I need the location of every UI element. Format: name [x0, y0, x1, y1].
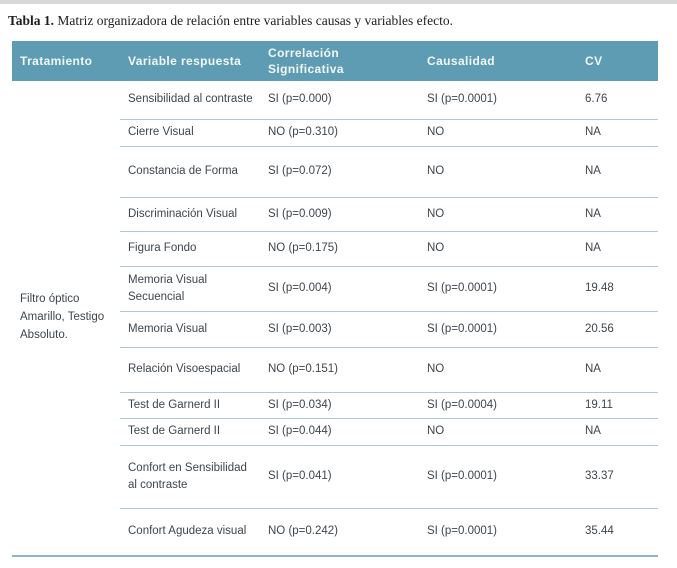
cell-correlacion: SI (p=0.004) — [260, 266, 419, 313]
treatment-cell: Filtro óptico Amarillo, Testigo Absoluto… — [20, 293, 105, 341]
cell-correlacion: SI (p=0.000) — [260, 80, 419, 121]
cell-correlacion: NO (p=0.151) — [260, 347, 419, 394]
header-cv: CV — [577, 40, 658, 81]
cell-variable: Cierre Visual — [120, 119, 260, 148]
cell-cv: 19.11 — [577, 392, 658, 420]
cell-correlacion: SI (p=0.041) — [260, 445, 419, 510]
cell-cv: 19.48 — [577, 266, 658, 313]
cell-causalidad: SI (p=0.0001) — [419, 311, 577, 349]
cell-causalidad: NO — [419, 197, 577, 233]
cell-cv: NA — [577, 197, 658, 233]
cell-variable: Constancia de Forma — [120, 146, 260, 199]
cell-variable: Memoria Visual — [120, 311, 260, 349]
cell-causalidad: SI (p=0.0001) — [419, 266, 577, 313]
cell-correlacion: SI (p=0.044) — [260, 418, 419, 447]
cell-variable: Test de Garnerd II — [120, 418, 260, 447]
cell-cv: NA — [577, 418, 658, 447]
cell-causalidad: NO — [419, 347, 577, 394]
cell-cv: 6.76 — [577, 80, 658, 121]
table-row: Relación Visoespacial NO (p=0.151) NO NA — [12, 347, 658, 394]
cell-variable: Discriminación Visual — [120, 197, 260, 233]
table-row: Figura Fondo NO (p=0.175) NO NA — [12, 231, 658, 268]
cell-cv: NA — [577, 119, 658, 148]
cell-cv: 33.37 — [577, 445, 658, 510]
cell-cv: NA — [577, 347, 658, 394]
cell-cv: 35.44 — [585, 525, 614, 538]
cell-variable: Figura Fondo — [120, 231, 260, 268]
cell-causalidad: NO — [419, 146, 577, 199]
cell-cv: 20.56 — [577, 311, 658, 349]
cell-correlacion: NO (p=0.175) — [260, 231, 419, 268]
header-row: Tratamiento Variable respuesta Correlaci… — [12, 40, 658, 81]
table-row: Confort en Sensibilidad al contraste SI … — [12, 445, 658, 510]
cell-causalidad: SI (p=0.0004) — [419, 392, 577, 420]
cell-variable: Sensibilidad al contraste — [120, 80, 260, 121]
cell-correlacion: SI (p=0.009) — [260, 197, 419, 233]
header-tratamiento: Tratamiento — [12, 40, 120, 81]
cell-causalidad: SI (p=0.0001) — [419, 445, 577, 510]
cell-causalidad: NO — [419, 119, 577, 148]
cell-causalidad: SI (p=0.0001) — [419, 80, 577, 121]
table-row: Memoria Visual SI (p=0.003) SI (p=0.0001… — [12, 311, 658, 349]
cell-causalidad: NO — [419, 418, 577, 447]
table-row: Filtro óptico Amarillo, Testigo Absoluto… — [12, 80, 658, 341]
cell-correlacion: SI (p=0.072) — [260, 146, 419, 199]
table-caption: Tabla 1. Matriz organizadora de relación… — [8, 13, 669, 30]
table-row: Memoria Visual Secuencial SI (p=0.004) S… — [12, 266, 658, 313]
table-row: Test de Garnerd II SI (p=0.034) SI (p=0.… — [12, 392, 658, 420]
table-row: Discriminación Visual SI (p=0.009) NO NA — [12, 197, 658, 233]
caption-text: Matriz organizadora de relación entre va… — [57, 13, 453, 28]
cell-variable: Confort en Sensibilidad al contraste — [120, 445, 260, 510]
cell-correlacion: SI (p=0.034) — [260, 392, 419, 420]
cell-variable: Memoria Visual Secuencial — [120, 266, 260, 313]
cell-correlacion: SI (p=0.003) — [260, 311, 419, 349]
cell-cv: NA — [577, 146, 658, 199]
caption-label: Tabla 1. — [8, 13, 55, 28]
cell-cv: NA — [577, 231, 658, 268]
cell-variable: Relación Visoespacial — [120, 347, 260, 394]
cell-variable: Confort Agudeza visual — [128, 525, 247, 538]
cell-variable: Test de Garnerd II — [120, 392, 260, 420]
cell-causalidad: SI (p=0.0001) — [427, 525, 498, 538]
header-variable-respuesta: Variable respuesta — [120, 40, 260, 81]
table-row: Confort Agudeza visual NO (p=0.242) SI (… — [12, 509, 658, 556]
top-divider — [0, 0, 677, 4]
header-correlacion-significativa: Correlación Significativa — [260, 40, 419, 81]
table-row: Test de Garnerd II SI (p=0.044) NO NA — [12, 418, 658, 447]
table-row: Cierre Visual NO (p=0.310) NO NA — [12, 119, 658, 148]
cell-causalidad: NO — [419, 231, 577, 268]
table-row: Constancia de Forma SI (p=0.072) NO NA — [12, 146, 658, 199]
cell-correlacion: NO (p=0.242) — [268, 525, 338, 538]
header-causalidad: Causalidad — [419, 40, 577, 81]
results-table: Tratamiento Variable respuesta Correlaci… — [12, 40, 658, 557]
cell-correlacion: NO (p=0.310) — [260, 119, 419, 148]
